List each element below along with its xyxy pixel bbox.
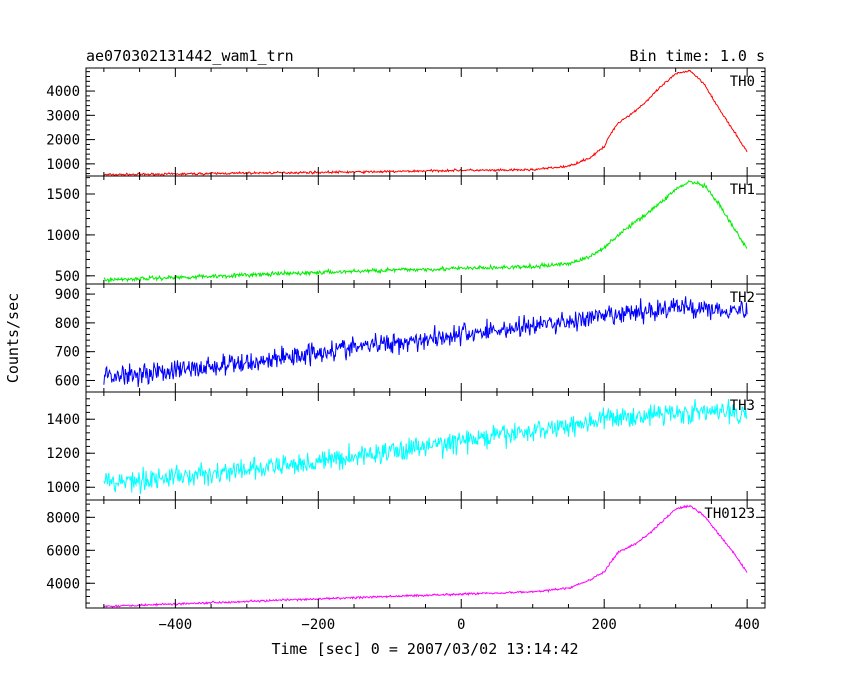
panel-th0123-y-tick-label: 6000 xyxy=(46,543,80,559)
panel-th3-y-tick-label: 1400 xyxy=(46,412,80,428)
panel-th0-series-line xyxy=(103,69,748,176)
panel-th0123-frame xyxy=(85,499,766,609)
panel-th0123-name-label: TH0123 xyxy=(704,506,755,522)
panel-th3-series-line xyxy=(103,398,748,495)
panel-th1-y-tick-label: 500 xyxy=(55,269,80,285)
panel-th0-y-tick-label: 4000 xyxy=(46,84,80,100)
panel-th1-name-label: TH1 xyxy=(730,182,755,198)
panel-th2-y-tick-label: 600 xyxy=(55,373,80,389)
panel-th0-y-tick-label: 1000 xyxy=(46,157,80,173)
panel-th0-name-label: TH0 xyxy=(730,74,755,90)
panel-th3-frame xyxy=(85,391,766,501)
panel-th1-y-tick-label: 1500 xyxy=(46,187,80,203)
panel-th3-name-label: TH3 xyxy=(730,398,755,414)
panel-th0123-series-line xyxy=(103,504,748,608)
panel-th2-y-tick-label: 900 xyxy=(55,287,80,303)
panel-th1-y-tick-label: 1000 xyxy=(46,228,80,244)
panel-th0-y-tick-label: 2000 xyxy=(46,133,80,149)
panel-th0123-y-tick-label: 8000 xyxy=(46,510,80,526)
panel-th2-series-line xyxy=(103,296,748,388)
panel-th0123-y-tick-label: 4000 xyxy=(46,576,80,592)
x-axis-label: Time [sec] 0 = 2007/03/02 13:14:42 xyxy=(271,640,578,658)
panel-th0-y-tick-label: 3000 xyxy=(46,108,80,124)
panel-th2-y-tick-label: 800 xyxy=(55,316,80,332)
panel-th1-series-line xyxy=(103,180,748,284)
y-axis-label: Counts/sec xyxy=(4,293,22,383)
panel-th3-y-tick-label: 1000 xyxy=(46,480,80,496)
x-tick-label: 400 xyxy=(734,617,759,633)
chart-title: ae070302131442_wam1_trn xyxy=(86,47,294,65)
panel-th2-name-label: TH2 xyxy=(730,290,755,306)
x-tick-label: −200 xyxy=(301,617,335,633)
x-tick-label: −400 xyxy=(158,617,192,633)
panel-th1-frame xyxy=(85,175,766,285)
x-tick-label: 0 xyxy=(457,617,465,633)
x-tick-label: 200 xyxy=(592,617,617,633)
panel-th3-y-tick-label: 1200 xyxy=(46,446,80,462)
panel-th2-y-tick-label: 700 xyxy=(55,345,80,361)
bin-time-label: Bin time: 1.0 s xyxy=(630,47,765,65)
